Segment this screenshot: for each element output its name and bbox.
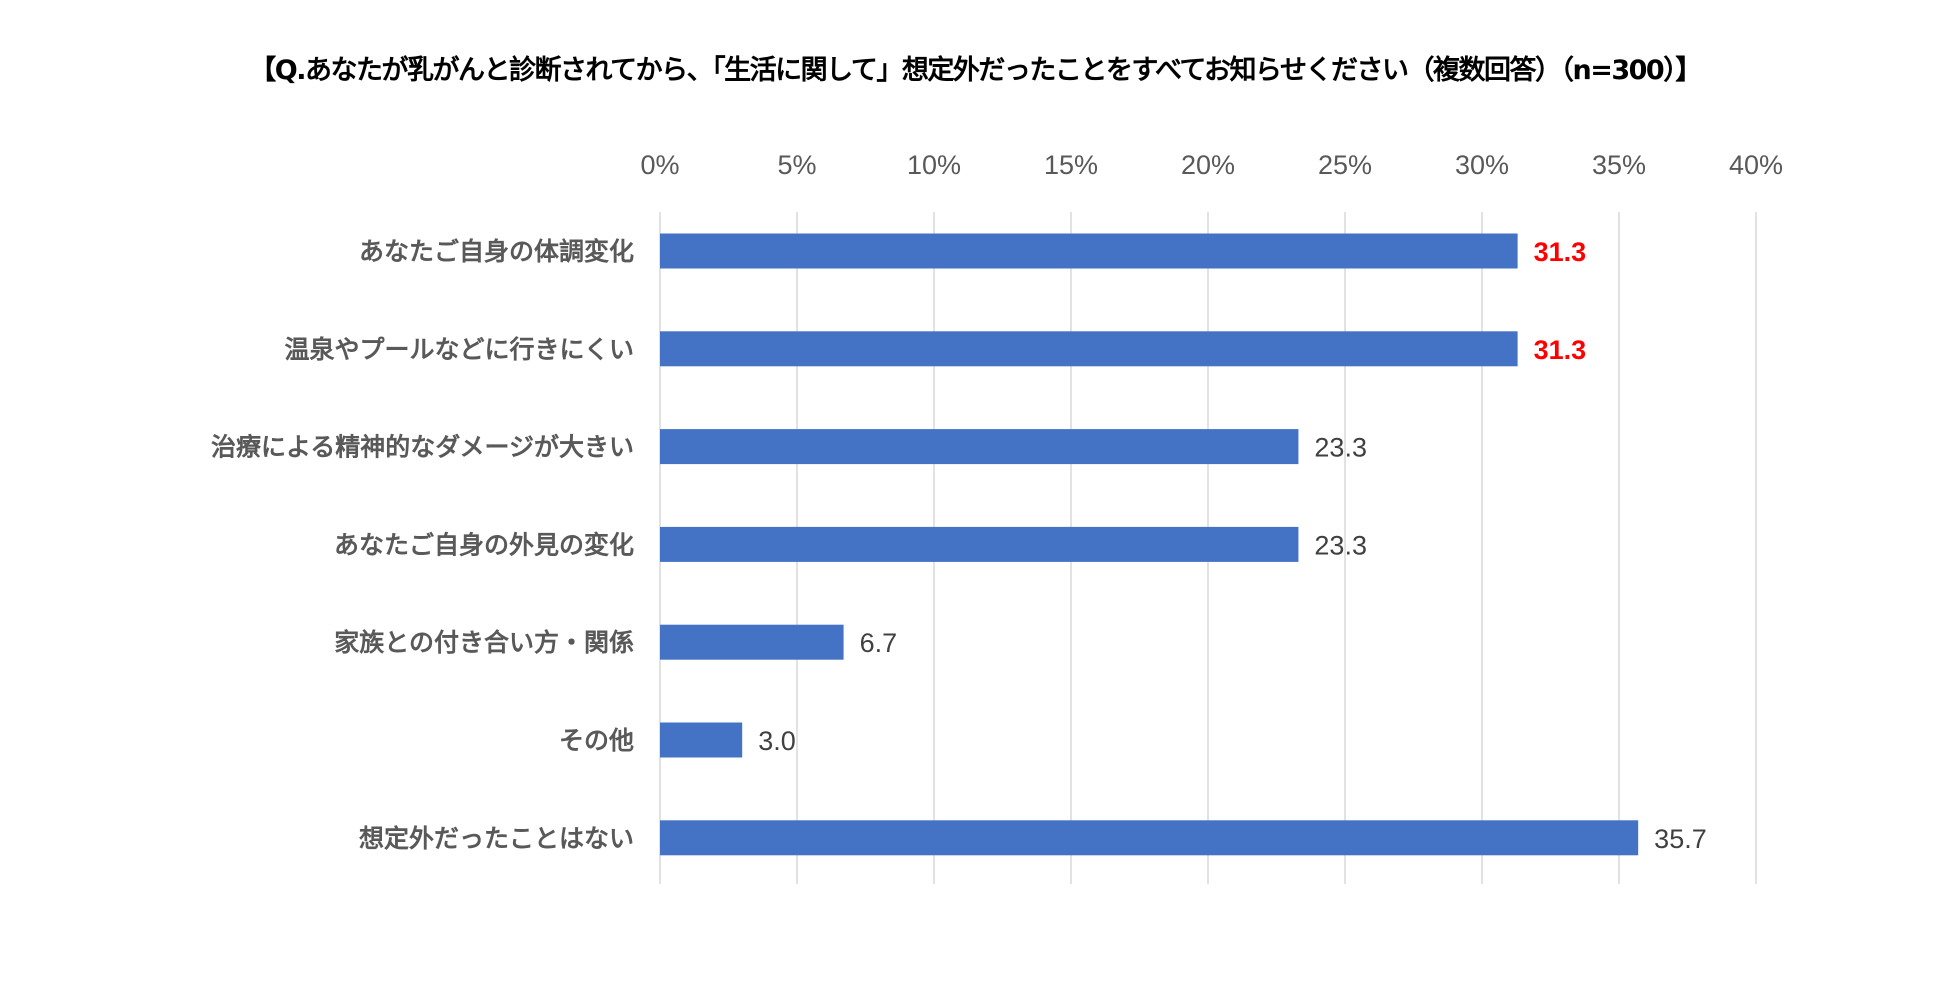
value-label: 23.3 xyxy=(1314,530,1367,560)
x-tick-label: 5% xyxy=(777,150,816,180)
x-tick-label: 25% xyxy=(1318,150,1372,180)
value-label: 3.0 xyxy=(758,726,796,756)
value-label: 31.3 xyxy=(1534,335,1587,365)
category-label: あなたご自身の体調変化 xyxy=(359,237,634,266)
value-label: 23.3 xyxy=(1314,433,1367,463)
category-label: その他 xyxy=(559,726,634,755)
category-label: 温泉やプールなどに行きにくい xyxy=(284,335,634,364)
bar xyxy=(660,331,1518,367)
x-tick-label: 0% xyxy=(640,150,679,180)
bar xyxy=(660,820,1639,856)
chart-title: 【Q.あなたが乳がんと診断されてから、「生活に関して」想定外だったことをすべてお… xyxy=(249,55,1702,86)
bar xyxy=(660,429,1299,465)
value-label: 35.7 xyxy=(1654,824,1707,854)
category-label: 治療による精神的なダメージが大きい xyxy=(211,433,634,462)
x-tick-label: 30% xyxy=(1455,150,1509,180)
x-tick-label: 35% xyxy=(1592,150,1646,180)
bar xyxy=(660,233,1518,269)
bar xyxy=(660,526,1299,562)
bar xyxy=(660,722,743,758)
category-label: 想定外だったことはない xyxy=(359,824,634,853)
value-label: 31.3 xyxy=(1534,237,1587,267)
category-label: あなたご自身の外見の変化 xyxy=(334,530,634,559)
value-label: 6.7 xyxy=(860,628,898,658)
x-tick-label: 15% xyxy=(1044,150,1098,180)
bar xyxy=(660,624,844,660)
category-label: 家族との付き合い方・関係 xyxy=(334,628,634,657)
x-tick-label: 10% xyxy=(907,150,961,180)
x-tick-label: 20% xyxy=(1181,150,1235,180)
x-tick-label: 40% xyxy=(1729,150,1783,180)
